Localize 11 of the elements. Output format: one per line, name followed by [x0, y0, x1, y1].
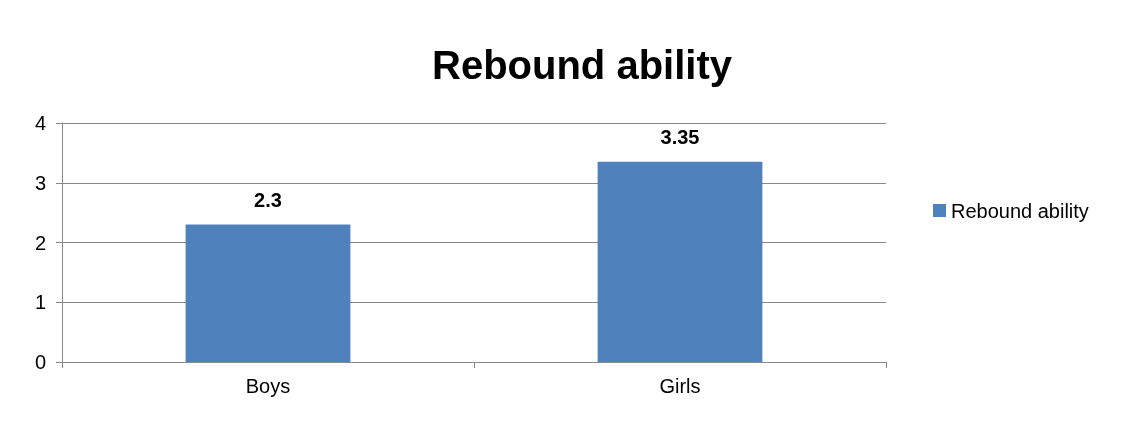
y-tick-label: 1 [34, 291, 46, 314]
y-tick-label: 0 [34, 351, 46, 373]
legend-label: Rebound ability [951, 199, 1089, 222]
y-tick-label: 2 [34, 231, 46, 254]
y-tick-label: 3 [34, 171, 46, 194]
data-label: 2.3 [254, 188, 282, 211]
y-tick-label: 4 [34, 112, 46, 134]
x-tick-label: Girls [659, 375, 701, 397]
x-tick-label: Boys [245, 375, 291, 397]
chart-title: Rebound ability [432, 43, 733, 87]
data-label: 3.35 [660, 125, 700, 148]
